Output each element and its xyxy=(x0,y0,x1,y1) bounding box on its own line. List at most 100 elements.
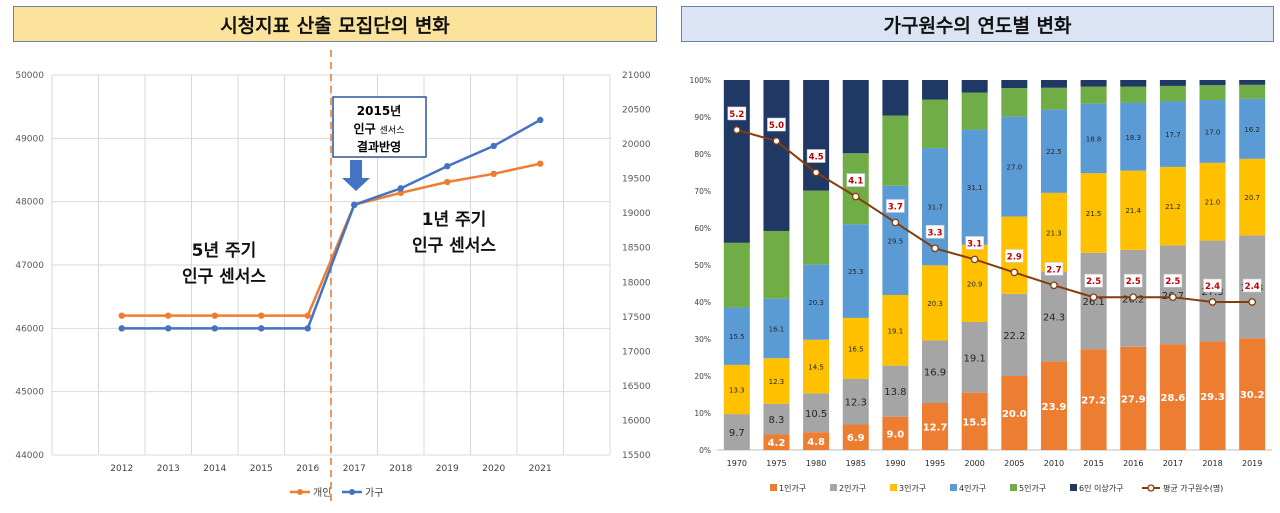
avg-label-box xyxy=(965,236,984,250)
left-axis-tick: 48000 xyxy=(15,198,44,208)
y-axis-tick: 10% xyxy=(694,409,711,418)
bar-segment xyxy=(922,403,949,450)
bar-segment xyxy=(961,129,988,245)
series-point xyxy=(118,312,125,319)
avg-household-label: 5.2 xyxy=(729,110,744,120)
right-axis-tick: 20000 xyxy=(622,140,651,150)
bar-segment xyxy=(1239,158,1266,236)
avg-label-box xyxy=(886,199,905,213)
bar-value-label: 8.3 xyxy=(769,415,785,426)
bar-segment xyxy=(763,298,790,359)
right-axis-tick: 20500 xyxy=(622,106,651,116)
avg-label-box xyxy=(1123,273,1143,288)
callout-text-line2: 인구 센서스 xyxy=(354,121,405,136)
bar-segment xyxy=(882,416,909,450)
bar-value-label: 20.3 xyxy=(808,299,824,307)
x-axis-tick: 1980 xyxy=(806,459,826,468)
bar-value-label: 19.1 xyxy=(888,327,904,335)
x-axis-tick: 2005 xyxy=(1004,459,1024,468)
avg-household-point xyxy=(891,218,900,227)
avg-household-label: 2.5 xyxy=(1165,277,1180,287)
bar-value-label: 21.3 xyxy=(1046,229,1062,237)
bar-value-label: 17.0 xyxy=(1205,128,1221,136)
bar-segment xyxy=(1120,80,1147,87)
series-point xyxy=(304,325,311,332)
bar-value-label: 21.4 xyxy=(1125,207,1141,215)
bar-segment xyxy=(1040,80,1067,88)
bar-segment xyxy=(1001,116,1028,217)
series-point xyxy=(211,312,218,319)
bar-value-label: 9.0 xyxy=(887,429,905,440)
callout-text-line2b: 센서스 xyxy=(380,125,405,136)
series-point xyxy=(118,325,125,332)
bar-segment xyxy=(763,434,790,450)
bar-segment xyxy=(922,99,949,149)
avg-household-point xyxy=(851,192,860,201)
avg-household-point xyxy=(812,168,820,177)
bar-value-label: 17.7 xyxy=(1165,131,1181,139)
bar-segment xyxy=(882,365,909,417)
bar-segment xyxy=(1120,86,1147,103)
bar-segment xyxy=(961,92,988,130)
right-axis-tick: 18000 xyxy=(622,278,651,288)
x-axis-tick: 2020 xyxy=(482,464,505,474)
bar-segment xyxy=(723,80,750,243)
avg-household-point xyxy=(1129,293,1138,302)
series-point xyxy=(444,178,451,186)
x-axis-tick: 2018 xyxy=(389,464,412,474)
x-axis-tick: 2014 xyxy=(203,464,226,474)
x-axis-tick: 2010 xyxy=(1044,459,1064,468)
bar-segment xyxy=(842,317,869,379)
y-axis-tick: 60% xyxy=(694,224,711,233)
avg-label-box xyxy=(727,106,747,121)
legend-label: 개인 xyxy=(313,487,331,499)
left-axis-tick: 44000 xyxy=(15,451,44,461)
left-axis-tick: 50000 xyxy=(15,71,44,81)
bar-value-label: 23.9 xyxy=(1042,402,1067,413)
left-axis-tick: 49000 xyxy=(15,134,44,144)
bar-value-label: 26.1 xyxy=(1082,297,1104,308)
bar-value-label: 14.5 xyxy=(808,364,824,372)
avg-label-box xyxy=(925,225,945,239)
bar-value-label: 18.3 xyxy=(1125,134,1141,142)
y-axis-tick: 70% xyxy=(694,187,711,196)
bar-segment xyxy=(1040,109,1067,193)
x-axis-tick: 1995 xyxy=(925,459,945,468)
x-axis-tick: 1970 xyxy=(727,459,747,468)
right-period-label-line1: 1년 주기 xyxy=(422,210,487,230)
bar-value-label: 22.5 xyxy=(1046,148,1062,156)
callout-text-line3: 결과반영 xyxy=(357,139,401,154)
bar-segment xyxy=(1199,85,1226,100)
right-axis-tick: 17000 xyxy=(622,347,651,357)
avg-household-point xyxy=(970,255,979,264)
callout-text-line2a: 인구 xyxy=(354,121,376,136)
series-point xyxy=(258,312,265,319)
bar-segment xyxy=(803,393,830,433)
y-axis-tick: 80% xyxy=(694,150,711,159)
bar-segment xyxy=(1080,173,1107,253)
callout-text-line1: 2015년 xyxy=(357,104,401,118)
avg-household-label: 2.7 xyxy=(1046,265,1061,275)
bar-segment xyxy=(1001,88,1028,117)
bar-segment xyxy=(803,190,830,265)
bar-value-label: 4.2 xyxy=(768,438,786,449)
legend-label: 1인가구 xyxy=(779,483,806,493)
y-axis-tick: 100% xyxy=(690,76,711,85)
left-axis-tick: 47000 xyxy=(15,261,44,271)
x-axis-tick: 2016 xyxy=(1123,459,1143,468)
callout-arrow-icon xyxy=(342,160,370,191)
bar-segment xyxy=(1040,192,1067,272)
x-axis-tick: 2000 xyxy=(964,459,984,468)
right-axis-tick: 21000 xyxy=(622,71,651,81)
avg-household-label: 2.4 xyxy=(1205,282,1220,292)
avg-household-point xyxy=(1089,293,1098,302)
bar-segment xyxy=(803,432,830,450)
avg-label-box xyxy=(1084,273,1103,288)
right-chart-title: 가구원수의 연도별 변화 xyxy=(681,6,1274,42)
x-axis-tick: 2015 xyxy=(250,464,273,474)
bar-value-label: 20.7 xyxy=(1244,194,1260,202)
legend-label: 평균 가구원수(명) xyxy=(1163,483,1223,493)
x-axis-tick: 2012 xyxy=(110,464,133,474)
bar-value-label: 27.3 xyxy=(1201,287,1223,298)
